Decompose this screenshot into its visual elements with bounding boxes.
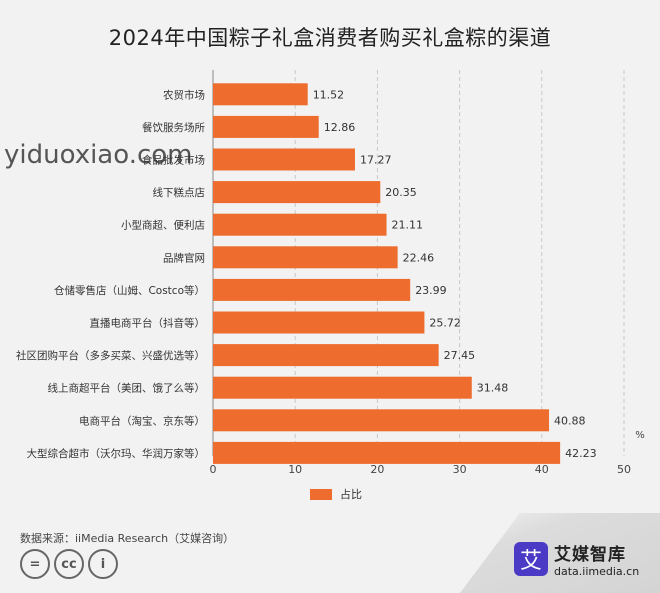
legend-label: 占比	[340, 488, 362, 501]
bar-value-label: 12.86	[324, 121, 356, 134]
category-label: 品牌官网	[163, 251, 205, 264]
x-tick-label: 30	[453, 463, 467, 476]
cc-license-icon: cc	[54, 549, 84, 579]
x-tick-label: 40	[535, 463, 549, 476]
legend: 占比	[310, 486, 362, 502]
bar	[213, 148, 355, 171]
bar	[213, 83, 308, 106]
category-label: 直播电商平台（抖音等）	[90, 317, 206, 330]
category-label: 线上商超平台（美团、饿了么等）	[48, 382, 206, 395]
category-label: 食品批发市场	[142, 154, 205, 167]
bar-value-label: 20.35	[385, 186, 417, 199]
bar	[213, 409, 550, 432]
category-label: 大型综合超市（沃尔玛、华润万家等）	[27, 447, 206, 460]
watermark: yiduoxiao.com	[4, 140, 193, 170]
category-label: 电商平台（淘宝、京东等）	[79, 414, 205, 427]
bar	[213, 376, 472, 399]
bar-value-label: 11.52	[313, 88, 345, 101]
category-label: 农贸市场	[163, 88, 205, 101]
x-tick-label: 20	[370, 463, 384, 476]
bar	[213, 246, 398, 269]
nd-license-icon: =	[20, 549, 50, 579]
bar-value-label: 25.72	[429, 317, 461, 330]
bar	[213, 344, 439, 367]
legend-swatch	[310, 488, 332, 500]
attribution-license-icon: i	[88, 549, 118, 579]
bar-value-label: 31.48	[477, 382, 509, 395]
brand-name: 艾媒智库	[554, 545, 626, 565]
license-icons: = cc i	[20, 549, 118, 579]
brand-logo-icon: 艾	[514, 542, 548, 576]
bar-value-label: 23.99	[415, 284, 447, 297]
bar	[213, 441, 561, 464]
brand-url: data.iimedia.cn	[554, 565, 640, 578]
category-label: 社区团购平台（多多买菜、兴盛优选等）	[16, 349, 205, 362]
chart-title: 2024年中国粽子礼盒消费者购买礼盒粽的渠道	[108, 26, 552, 50]
bar	[213, 311, 425, 334]
bar	[213, 115, 319, 138]
brand-logo-block: 艾 艾媒智库 data.iimedia.cn	[514, 540, 639, 578]
bar	[213, 278, 411, 301]
x-tick-label: 10	[288, 463, 302, 476]
x-tick-label: 50	[617, 463, 631, 476]
x-unit-label: %	[635, 430, 645, 441]
bar	[213, 213, 387, 236]
category-label: 线下糕点店	[153, 186, 206, 199]
category-label: 仓储零售店（山姆、Costco等）	[54, 284, 205, 297]
category-label: 小型商超、便利店	[121, 219, 205, 232]
category-label: 餐饮服务场所	[142, 121, 205, 134]
bar	[213, 181, 381, 204]
bar-value-label: 42.23	[565, 447, 597, 460]
bar-value-label: 22.46	[403, 251, 435, 264]
bar-value-label: 40.88	[554, 414, 586, 427]
bar-value-label: 27.45	[444, 349, 476, 362]
x-tick-label: 0	[210, 463, 217, 476]
bar-value-label: 21.11	[392, 219, 424, 232]
bar-value-label: 17.27	[360, 154, 392, 167]
source-note: 数据来源：iiMedia Research（艾媒咨询）	[20, 532, 235, 545]
